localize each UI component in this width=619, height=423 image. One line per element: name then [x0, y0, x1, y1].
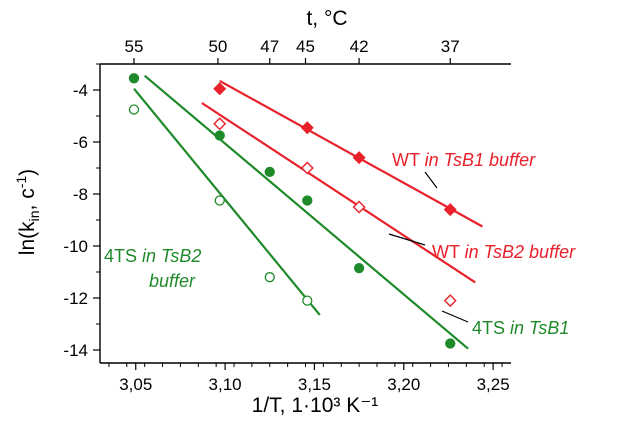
- top-tick-label: 55: [124, 37, 143, 56]
- annotation-line2: buffer: [149, 271, 196, 291]
- annotation-condition: in TsB2: [142, 246, 201, 266]
- annotation-leader-line: [441, 310, 469, 323]
- top-tick-label: 42: [350, 37, 369, 56]
- series-annotation: WT in TsB1 buffer: [392, 150, 536, 170]
- x-tick-label: 3,25: [477, 375, 510, 394]
- y-tick-label: -14: [63, 341, 88, 360]
- annotation-prefix: 4TS: [104, 246, 142, 266]
- x-tick-label: 3,05: [119, 375, 152, 394]
- data-point-series-2: [302, 195, 313, 206]
- x-axis-title: 1/T, 1·10³ K⁻¹: [252, 394, 379, 417]
- top-tick-label: 45: [296, 37, 315, 56]
- annotation-leader-line: [388, 233, 426, 246]
- data-point-series-2: [214, 130, 225, 141]
- data-point-series-1: [300, 161, 314, 175]
- top-tick-label: 47: [260, 37, 279, 56]
- y-title-main: ln(k: [16, 221, 39, 255]
- fit-line-series-0: [219, 79, 483, 228]
- fit-line-series-3: [133, 88, 321, 316]
- data-markers: [128, 73, 457, 349]
- top-tick-label: 50: [208, 37, 227, 56]
- axis-labels: 3,05 3,10 3,15 3,20 3,25 -4 -6 -8 -10 -12 -14 55 50 4…: [63, 37, 509, 394]
- axis-ticks: [93, 58, 503, 370]
- annotation-condition: in TsB1 buffer: [425, 150, 536, 170]
- data-point-series-3: [214, 195, 225, 206]
- data-point-series-0: [352, 151, 366, 165]
- y-tick-label: -10: [63, 237, 88, 256]
- annotation-condition: in TsB2 buffer: [465, 242, 576, 262]
- data-point-series-2: [353, 262, 365, 274]
- data-point-series-1: [443, 294, 457, 308]
- y-title-close: ): [16, 169, 39, 176]
- annotation-prefix: WT: [432, 242, 465, 262]
- data-point-series-0: [213, 82, 227, 96]
- y-axis-title: ln(kin, c-1): [13, 169, 42, 255]
- top-axis-title: t, °C: [306, 7, 347, 30]
- y-tick-label: -6: [73, 133, 88, 152]
- data-point-series-2: [128, 73, 140, 84]
- data-point-series-2: [445, 338, 456, 349]
- annotation-prefix: 4TS: [472, 318, 510, 338]
- series-annotation: 4TS in TsB1: [472, 318, 569, 338]
- data-point-series-3: [302, 295, 313, 306]
- x-tick-label: 3,20: [387, 375, 420, 394]
- fit-line-series-1: [201, 102, 476, 284]
- data-point-series-3: [128, 104, 140, 115]
- y-title-suffix: , c: [16, 188, 39, 210]
- annotation-condition: in TsB1: [510, 318, 569, 338]
- y-tick-label: -12: [63, 289, 88, 308]
- fit-lines: [133, 74, 483, 350]
- x-tick-label: 3,15: [298, 375, 331, 394]
- top-tick-label: 37: [441, 37, 460, 56]
- data-point-series-2: [264, 166, 275, 178]
- data-point-series-1: [213, 117, 227, 131]
- y-tick-label: -8: [73, 185, 88, 204]
- data-point-series-0: [443, 203, 457, 217]
- data-point-series-3: [264, 272, 275, 283]
- y-tick-label: -4: [73, 81, 88, 100]
- series-annotation: 4TS in TsB2: [104, 246, 201, 266]
- fit-line-series-2: [143, 74, 469, 350]
- annotation-prefix: WT: [392, 150, 425, 170]
- y-title-sup: -1: [13, 176, 29, 189]
- y-title-sub: in: [26, 210, 42, 221]
- data-point-series-0: [300, 121, 314, 135]
- data-point-series-1: [352, 200, 366, 214]
- series-annotation: WT in TsB2 buffer: [432, 242, 576, 262]
- x-tick-label: 3,10: [209, 375, 242, 394]
- annotation-leader-line: [424, 171, 438, 189]
